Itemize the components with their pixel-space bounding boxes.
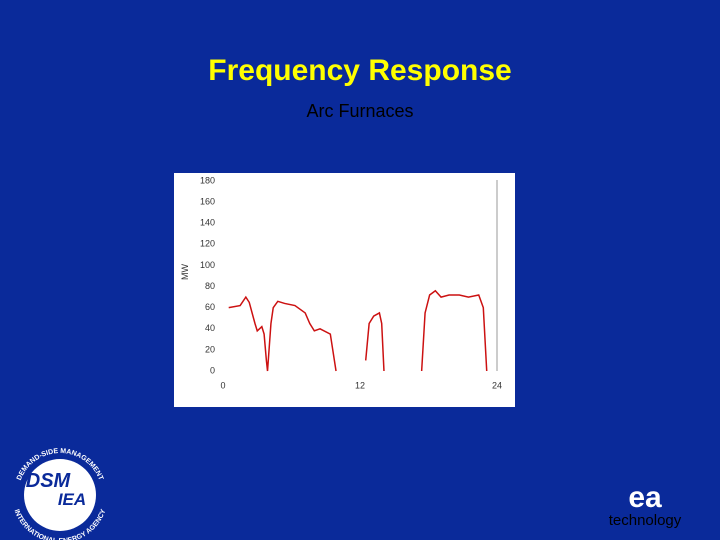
logo-dsm: DSM (26, 470, 72, 492)
slide-subtitle: Arc Furnaces (306, 101, 413, 121)
y-tick-label: 20 (205, 344, 215, 354)
y-tick-label: 100 (200, 260, 215, 270)
data-line (228, 289, 488, 372)
x-tick-label: 24 (492, 380, 502, 390)
y-tick-label: 180 (200, 175, 215, 185)
slide-title: Frequency Response (208, 54, 511, 87)
y-axis-label: MW (180, 264, 190, 280)
logo-ea-caption: technology (609, 512, 682, 529)
logo-ea: ea (628, 481, 662, 514)
y-tick-label: 160 (200, 196, 215, 206)
y-tick-label: 120 (200, 239, 215, 249)
y-tick-label: 60 (205, 302, 215, 312)
chart-area (174, 173, 515, 407)
logo-globe (24, 459, 96, 531)
x-tick-label: 0 (220, 380, 225, 390)
x-tick-label: 12 (355, 380, 365, 390)
dsm-logo: DEMAND-SIDE MANAGEMENT INTERNATIONAL ENE… (13, 448, 108, 540)
y-tick-label: 0 (210, 365, 215, 375)
y-tick-label: 80 (205, 281, 215, 291)
logo-iea: IEA (58, 490, 86, 509)
y-tick-label: 40 (205, 323, 215, 333)
plot: 0 20 40 60 80 100 120 140 160 180 0 12 24 (200, 175, 502, 390)
y-tick-label: 140 (200, 218, 215, 228)
